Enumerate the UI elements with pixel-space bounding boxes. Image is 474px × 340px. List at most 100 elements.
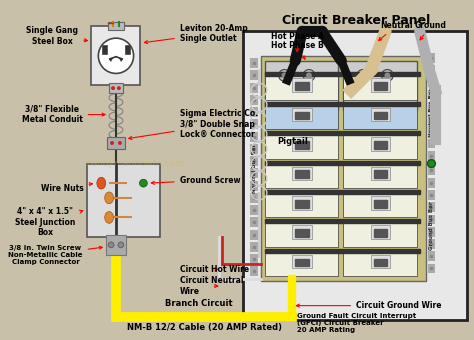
- Bar: [106, 235, 126, 255]
- Bar: [250, 230, 258, 239]
- Bar: [250, 70, 258, 80]
- Bar: [250, 83, 258, 92]
- Bar: [295, 200, 309, 208]
- Bar: [292, 196, 312, 210]
- Text: handymanhowto.com: handymanhowto.com: [87, 159, 184, 168]
- Bar: [428, 78, 436, 87]
- Bar: [250, 119, 258, 129]
- Bar: [265, 61, 338, 110]
- Text: Circuit Ground Wire: Circuit Ground Wire: [296, 301, 441, 310]
- Bar: [125, 45, 130, 54]
- Bar: [428, 227, 436, 237]
- Text: Neutral Bus Bar: Neutral Bus Bar: [252, 144, 256, 193]
- Ellipse shape: [105, 192, 113, 204]
- Bar: [371, 78, 390, 92]
- Bar: [371, 255, 390, 268]
- Text: Pigtail: Pigtail: [278, 137, 309, 146]
- Bar: [371, 108, 390, 121]
- Bar: [250, 169, 258, 178]
- Bar: [265, 131, 419, 135]
- Circle shape: [117, 86, 121, 90]
- Bar: [343, 131, 417, 159]
- Bar: [265, 72, 419, 76]
- Text: Leviton 20-Amp
Single Outlet: Leviton 20-Amp Single Outlet: [145, 23, 247, 44]
- Bar: [250, 193, 258, 203]
- Bar: [102, 45, 107, 54]
- Text: 4" x 4" x 1.5"
Steel Junction
Box: 4" x 4" x 1.5" Steel Junction Box: [15, 207, 83, 237]
- Text: Hot Phase B: Hot Phase B: [271, 41, 324, 59]
- Bar: [295, 170, 309, 178]
- Bar: [295, 82, 309, 90]
- Bar: [428, 114, 436, 124]
- Text: 3/8 in. Twin Screw
Non-Metallic Cable
Clamp Connector: 3/8 in. Twin Screw Non-Metallic Cable Cl…: [8, 245, 102, 265]
- Bar: [250, 267, 258, 276]
- Ellipse shape: [97, 177, 106, 189]
- Circle shape: [428, 160, 436, 168]
- Bar: [428, 264, 436, 273]
- Bar: [374, 259, 387, 267]
- Wedge shape: [109, 56, 123, 64]
- Bar: [250, 107, 258, 117]
- Bar: [265, 131, 338, 159]
- Bar: [343, 61, 417, 110]
- Bar: [292, 167, 312, 180]
- Bar: [428, 126, 436, 136]
- Circle shape: [303, 69, 315, 81]
- Text: Ground Fault Circuit Interrupt
(GFCI) Circuit Breaker
20 AMP Rating: Ground Fault Circuit Interrupt (GFCI) Ci…: [297, 313, 417, 334]
- Bar: [292, 108, 312, 121]
- Bar: [265, 102, 419, 106]
- Bar: [343, 160, 417, 188]
- Bar: [295, 229, 309, 237]
- Bar: [108, 22, 124, 30]
- Circle shape: [98, 38, 134, 73]
- Text: Hot Phase A: Hot Phase A: [271, 32, 324, 52]
- Bar: [250, 181, 258, 190]
- Bar: [87, 164, 160, 237]
- Circle shape: [118, 141, 122, 145]
- Bar: [265, 219, 338, 247]
- Text: Sigma Electric Co.
3/8" Double Snap
Lock® Connector: Sigma Electric Co. 3/8" Double Snap Lock…: [129, 109, 258, 139]
- Bar: [265, 190, 419, 194]
- Circle shape: [384, 72, 390, 78]
- Bar: [265, 160, 338, 188]
- Bar: [250, 58, 258, 68]
- Bar: [343, 249, 417, 276]
- Text: Ground Bus Bar: Ground Bus Bar: [429, 201, 434, 250]
- Bar: [428, 139, 436, 148]
- Bar: [343, 190, 417, 218]
- Bar: [265, 72, 338, 100]
- Bar: [428, 190, 436, 200]
- Circle shape: [357, 69, 369, 81]
- Bar: [428, 178, 436, 188]
- Bar: [265, 249, 419, 253]
- Bar: [371, 167, 390, 180]
- Bar: [428, 251, 436, 261]
- Bar: [371, 225, 390, 239]
- Bar: [265, 160, 419, 165]
- Bar: [91, 27, 140, 85]
- Bar: [109, 83, 123, 93]
- Ellipse shape: [105, 211, 113, 223]
- Bar: [374, 112, 387, 119]
- Text: Ground: Ground: [415, 21, 447, 40]
- Circle shape: [139, 179, 147, 187]
- Bar: [250, 218, 258, 227]
- Bar: [428, 53, 436, 63]
- Circle shape: [111, 86, 115, 90]
- Text: Single Gang
Steel Box: Single Gang Steel Box: [26, 27, 88, 46]
- Bar: [292, 225, 312, 239]
- Bar: [374, 170, 387, 178]
- Bar: [265, 219, 419, 223]
- Bar: [428, 90, 436, 99]
- Bar: [428, 166, 436, 175]
- Bar: [428, 102, 436, 112]
- Text: Ground Screw: Ground Screw: [151, 176, 240, 185]
- Bar: [292, 137, 312, 151]
- Bar: [292, 255, 312, 268]
- Bar: [261, 56, 426, 281]
- Bar: [343, 102, 417, 129]
- Bar: [374, 200, 387, 208]
- Bar: [292, 78, 312, 92]
- Bar: [371, 137, 390, 151]
- Circle shape: [360, 72, 366, 78]
